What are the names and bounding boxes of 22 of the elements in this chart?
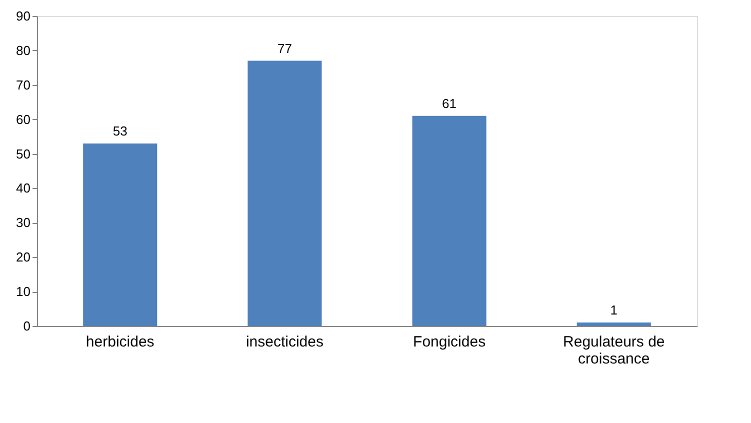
- y-tick-label: 0: [23, 318, 30, 334]
- data-label: 53: [112, 123, 128, 138]
- y-tick-label: 80: [16, 42, 30, 58]
- y-tick-label: 30: [16, 215, 30, 230]
- bar: [576, 322, 651, 326]
- x-tick-label: Regulateurs de croissance: [563, 334, 665, 368]
- data-label: 61: [442, 96, 457, 111]
- y-tick-label: 50: [16, 146, 30, 162]
- y-tick-label: 40: [16, 180, 30, 196]
- y-tick-label: 70: [16, 77, 30, 92]
- y-tick-label: 10: [16, 284, 30, 300]
- data-label: 1: [610, 302, 618, 318]
- x-tick-label: insecticides: [246, 334, 324, 350]
- y-tick-label: 60: [16, 112, 30, 127]
- bar: [412, 116, 486, 326]
- y-tick-label: 20: [16, 250, 30, 265]
- data-label: 77: [277, 40, 292, 56]
- bar: [83, 143, 158, 326]
- bar: [248, 60, 322, 326]
- x-tick-label: herbicides: [86, 334, 154, 350]
- y-tick-label: 90: [16, 8, 30, 24]
- x-tick-label: Fongicides: [413, 334, 486, 350]
